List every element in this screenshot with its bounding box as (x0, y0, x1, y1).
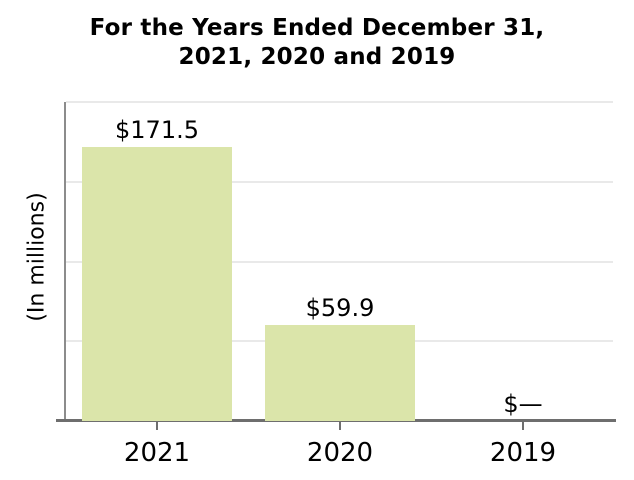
x-tick-2021 (156, 422, 158, 430)
x-tick-label-2021: 2021 (123, 438, 191, 468)
bar-2021 (82, 147, 232, 421)
y-axis-label: (In millions) (24, 192, 50, 322)
value-label-2019: $— (503, 390, 543, 418)
value-label-2020: $59.9 (305, 294, 375, 323)
chart-title-line-1: For the Years Ended December 31, (89, 15, 545, 41)
value-label-2021: $171.5 (115, 116, 199, 145)
bar-2020 (265, 325, 415, 421)
x-tick-2020 (339, 422, 341, 430)
x-tick-label-2020: 2020 (306, 438, 374, 468)
x-tick-2019 (522, 422, 524, 430)
gridline-150 (66, 180, 613, 183)
gridline-200 (66, 101, 613, 103)
x-tick-label-2019: 2019 (489, 438, 557, 468)
chart-title: For the Years Ended December 31, 2021, 2… (0, 14, 634, 72)
chart-title-line-2: 2021, 2020 and 2019 (178, 44, 456, 70)
gridline-100 (66, 260, 613, 263)
y-axis-line (64, 102, 66, 421)
